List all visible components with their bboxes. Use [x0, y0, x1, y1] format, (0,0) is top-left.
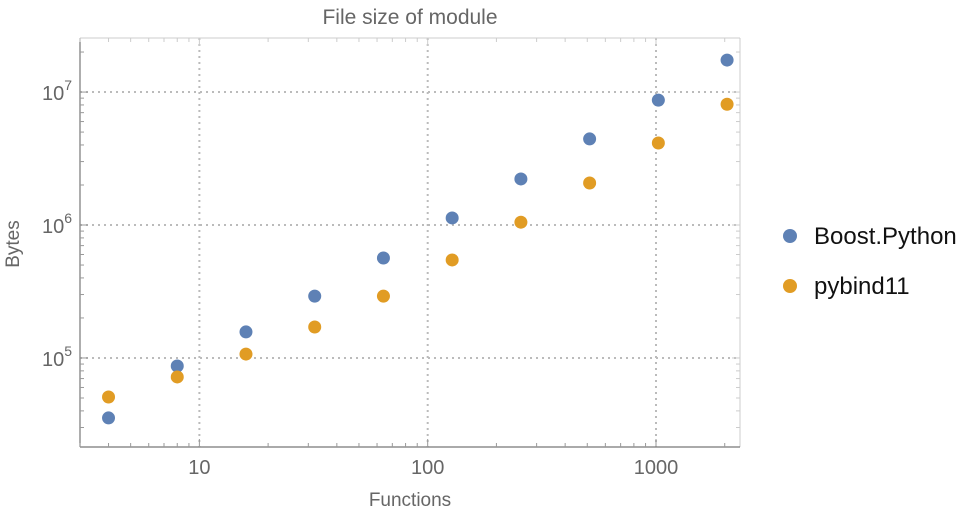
y-tick-label: 105 [42, 343, 72, 371]
x-tick-label: 10 [188, 457, 210, 479]
chart-title: File size of module [322, 6, 497, 29]
point-pybind11 [651, 136, 665, 150]
point-pybind11 [514, 215, 528, 229]
point-boost-python [102, 411, 116, 425]
legend-marker [783, 229, 797, 243]
point-boost-python [514, 172, 528, 186]
point-boost-python [376, 251, 390, 265]
y-axis-label: Bytes [3, 220, 24, 268]
point-boost-python [308, 289, 322, 303]
data-points [102, 53, 734, 425]
point-pybind11 [445, 253, 459, 267]
point-boost-python [651, 93, 665, 107]
y-tick-label: 106 [42, 210, 72, 238]
x-axis-label: Functions [369, 490, 451, 511]
point-pybind11 [308, 320, 322, 334]
y-tick-label: 107 [42, 77, 72, 105]
point-pybind11 [376, 289, 390, 303]
plot-frame [79, 37, 741, 448]
point-pybind11 [239, 347, 253, 361]
legend: Boost.Python pybind11 [783, 223, 957, 300]
grid [80, 38, 740, 447]
point-boost-python [445, 211, 459, 225]
point-boost-python [239, 325, 253, 339]
point-boost-python [720, 53, 734, 67]
legend-marker [783, 279, 797, 293]
point-pybind11 [102, 390, 116, 404]
point-pybind11 [583, 176, 597, 190]
x-tick-label: 100 [411, 457, 444, 479]
legend-label: pybind11 [814, 273, 910, 300]
point-boost-python [170, 359, 184, 373]
legend-label: Boost.Python [814, 223, 957, 250]
point-pybind11 [720, 97, 734, 111]
point-boost-python [583, 132, 597, 146]
x-tick-label: 1000 [634, 457, 679, 479]
axis-ticks: 10 100 1000 105 106 107 [42, 38, 740, 479]
point-pybind11 [170, 370, 184, 384]
